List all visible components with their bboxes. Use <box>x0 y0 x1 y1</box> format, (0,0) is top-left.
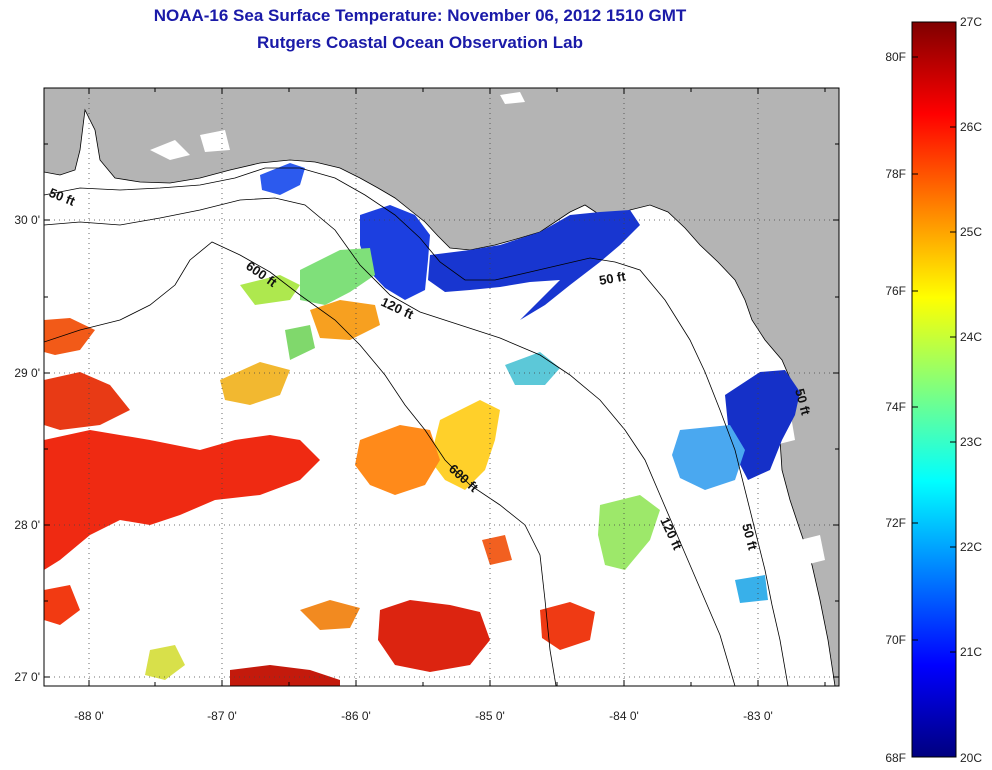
lon-tick-83: -83 0' <box>743 709 773 723</box>
colorbar-c-25: 25C <box>960 225 982 239</box>
colorbar-f-70: 70F <box>885 633 906 647</box>
colorbar-c-21: 21C <box>960 645 982 659</box>
colorbar-c-23: 23C <box>960 435 982 449</box>
contour-600ft <box>44 241 557 686</box>
colorbar <box>911 21 957 758</box>
colorbar-c-27: 27C <box>960 15 982 29</box>
contour-120ft <box>44 197 736 686</box>
lon-tick-88: -88 0' <box>74 709 104 723</box>
lon-tick-86: -86 0' <box>341 709 371 723</box>
lon-tick-84: -84 0' <box>609 709 639 723</box>
lat-tick-30: 30 0' <box>14 213 40 227</box>
lon-tick-87: -87 0' <box>207 709 237 723</box>
colorbar-f-72: 72F <box>885 516 906 530</box>
contour-50ft <box>44 167 789 686</box>
colorbar-f-78: 78F <box>885 167 906 181</box>
land-mass <box>44 88 839 686</box>
contour-label-50ft-south: 50 ft <box>739 522 761 552</box>
colorbar-c-22: 22C <box>960 540 982 554</box>
colorbar-c-26: 26C <box>960 120 982 134</box>
contour-label-50ft-east: 50 ft <box>598 268 628 288</box>
colorbar-f-80: 80F <box>885 50 906 64</box>
axis-ticks <box>44 88 839 686</box>
colorbar-c-24: 24C <box>960 330 982 344</box>
colorbar-f-76: 76F <box>885 284 906 298</box>
map-title: NOAA-16 Sea Surface Temperature: Novembe… <box>153 6 687 25</box>
colorbar-c-20: 20C <box>960 751 982 765</box>
colorbar-f-74: 74F <box>885 400 906 414</box>
sst-data-patches <box>44 163 800 686</box>
contour-label-50ft-keys: 50 ft <box>792 387 814 417</box>
plot-frame <box>43 87 840 687</box>
colorbar-f-68: 68F <box>885 751 906 765</box>
lat-tick-27: 27 0' <box>14 670 40 684</box>
lat-tick-29: 29 0' <box>14 366 40 380</box>
map-subtitle: Rutgers Coastal Ocean Observation Lab <box>257 33 583 52</box>
lat-tick-28: 28 0' <box>14 518 40 532</box>
lon-tick-85: -85 0' <box>475 709 505 723</box>
